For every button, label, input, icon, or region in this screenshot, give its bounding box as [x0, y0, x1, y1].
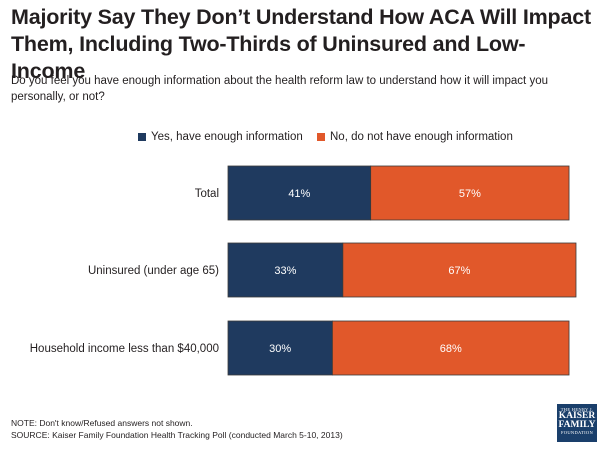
chart-title: Majority Say They Don’t Understand How A… [11, 5, 591, 83]
legend: Yes, have enough information No, do not … [0, 131, 600, 145]
data-label-no: 67% [448, 265, 470, 277]
category-label: Total [195, 188, 219, 200]
data-label-yes: 33% [274, 265, 296, 277]
data-label-no: 57% [459, 188, 481, 200]
legend-item-yes: Yes, have enough information [138, 131, 303, 143]
bar-no [342, 242, 577, 298]
legend-label-no: No, do not have enough information [330, 131, 513, 143]
footnote-note: NOTE: Don't know/Refused answers not sho… [11, 418, 193, 428]
legend-label-yes: Yes, have enough information [151, 131, 303, 143]
data-label-yes: 30% [269, 343, 291, 355]
legend-swatch-no [317, 133, 325, 141]
logo-line-2b: FAMILY [558, 420, 596, 430]
bar-yes [227, 242, 344, 298]
legend-swatch-yes [138, 133, 146, 141]
bar-yes [227, 320, 333, 376]
legend-item-no: No, do not have enough information [317, 131, 513, 143]
category-label: Uninsured (under age 65) [88, 265, 219, 277]
chart-subtitle: Do you feel you have enough information … [11, 75, 548, 103]
category-label: Household income less than $40,000 [30, 343, 219, 355]
data-label-yes: 41% [288, 188, 310, 200]
bar-yes [227, 165, 372, 221]
footnote-source: SOURCE: Kaiser Family Foundation Health … [11, 430, 343, 440]
data-label-no: 68% [440, 343, 462, 355]
kff-logo: THE HENRY J. KAISER FAMILY FOUNDATION [557, 404, 597, 442]
bar-no [331, 320, 570, 376]
logo-line-1: THE HENRY J. [560, 407, 594, 412]
bar-no [370, 165, 570, 221]
logo-line-2a: KAISER [558, 411, 596, 421]
logo-line-3: FOUNDATION [561, 430, 593, 435]
